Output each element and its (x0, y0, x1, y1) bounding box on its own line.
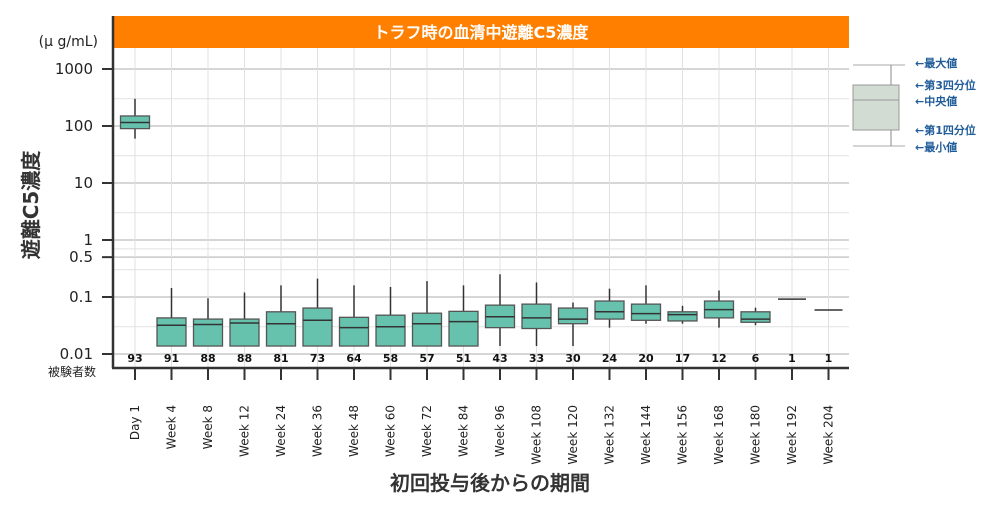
box-week-96 (484, 274, 516, 347)
box-week-84 (448, 285, 479, 347)
subject-count: 20 (638, 352, 654, 365)
subject-count: 30 (565, 352, 581, 365)
subject-count: 64 (346, 352, 362, 365)
x-tick-label: Week 36 (311, 405, 325, 457)
subject-count: 51 (456, 352, 471, 365)
x-tick-label: Week 192 (785, 405, 799, 465)
subject-count: 1 (788, 352, 796, 365)
x-ticks: Day 1 Week 4 Week 8 Week 12 Week 24 Week 36 We… (128, 368, 836, 465)
x-tick-label: Week 132 (603, 405, 617, 465)
y-unit-label: (μ g/mL) (39, 34, 98, 50)
legend-label: ←中央値 (915, 94, 957, 108)
iqr-box (521, 303, 552, 330)
x-tick-label: Week 204 (822, 405, 836, 465)
x-tick-label: Week 96 (493, 405, 507, 457)
y-tick-label: 0.1 (69, 288, 93, 306)
subject-count: 88 (237, 352, 252, 365)
subject-count: 12 (711, 352, 726, 365)
x-tick-label: Week 108 (530, 405, 544, 465)
legend: ←最大値 ←第3四分位 ←中央値 ←第1四分位 ←最小値 (852, 56, 976, 154)
subject-count: 58 (383, 352, 398, 365)
subject-count: 91 (164, 352, 179, 365)
box-week-120 (557, 302, 589, 347)
boxes-group (119, 98, 843, 347)
x-tick-label: Week 60 (384, 405, 398, 457)
subject-count: 17 (675, 352, 690, 365)
iqr-box (594, 300, 625, 320)
legend-label: ←最大値 (915, 56, 957, 70)
subject-count: 6 (752, 352, 760, 365)
iqr-box (156, 317, 187, 347)
iqr-box (338, 316, 370, 347)
box-week-48 (338, 285, 370, 347)
subjects-label: 被験者数 (48, 364, 96, 379)
y-tick-label: 1000 (55, 60, 93, 78)
box-week-72 (411, 281, 443, 347)
subject-count: 33 (529, 352, 544, 365)
box-week-24 (265, 285, 297, 347)
x-tick-label: Week 12 (238, 405, 252, 457)
box-week-8 (192, 298, 224, 347)
box-week-168 (703, 290, 735, 328)
iqr-box (192, 318, 224, 347)
legend-label: ←最小値 (915, 140, 957, 154)
y-ticks: 1000 100 10 10.5 0.1 0.01 (55, 60, 113, 363)
box-week-132 (594, 288, 625, 328)
x-tick-label: Week 84 (457, 405, 471, 457)
iqr-box (265, 311, 297, 347)
iqr-box (630, 303, 662, 321)
subject-counts: 93 91 88 88 81 73 64 58 57 51 43 33 30 24 20 17 12 6 1 1 (127, 352, 832, 365)
x-tick-label: Week 156 (676, 405, 690, 465)
subject-count: 93 (127, 352, 142, 365)
grid-lines (114, 48, 849, 368)
box-week-156 (667, 305, 698, 324)
legend-label: ←第3四分位 (915, 78, 976, 92)
subject-count: 57 (419, 352, 434, 365)
legend-box (852, 84, 900, 131)
x-tick-label: Week 24 (274, 405, 288, 457)
x-tick-label: Week 8 (201, 405, 215, 449)
iqr-box (302, 307, 333, 347)
x-tick-label: Week 48 (347, 405, 361, 457)
iqr-box (448, 310, 479, 347)
iqr-box (667, 311, 698, 322)
box-week-12 (229, 292, 260, 347)
iqr-box (375, 314, 406, 347)
box-week-108 (521, 282, 552, 347)
y-tick-label: 1 (83, 231, 93, 249)
subject-count: 43 (492, 352, 507, 365)
x-tick-label: Day 1 (128, 405, 142, 440)
y-tick-label: 0.5 (69, 248, 93, 266)
iqr-box (740, 311, 771, 323)
x-tick-label: Week 180 (749, 405, 763, 465)
x-tick-label: Week 72 (420, 405, 434, 457)
x-axis-title: 初回投与後からの期間 (390, 471, 590, 495)
y-tick-label: 10 (74, 174, 93, 192)
y-tick-label: 0.01 (60, 345, 93, 363)
subject-count: 24 (602, 352, 618, 365)
subject-count: 88 (200, 352, 215, 365)
y-tick-label: 100 (64, 117, 93, 135)
box-week-180 (740, 307, 771, 326)
x-tick-label: Week 4 (165, 405, 179, 449)
box-day-1 (119, 98, 151, 139)
y-axis-title: 遊離C5濃度 (19, 150, 43, 260)
subject-count: 81 (273, 352, 288, 365)
iqr-box (411, 312, 443, 347)
box-week-36 (302, 278, 333, 347)
subject-count: 73 (310, 352, 325, 365)
title-bar (114, 16, 849, 48)
iqr-box (557, 307, 589, 325)
legend-label: ←第1四分位 (915, 123, 976, 137)
box-week-4 (156, 287, 187, 347)
box-week-144 (630, 285, 662, 324)
x-tick-label: Week 168 (712, 405, 726, 465)
x-tick-label: Week 120 (566, 405, 580, 465)
subject-count: 1 (825, 352, 833, 365)
x-tick-label: Week 144 (639, 405, 653, 465)
box-week-60 (375, 286, 406, 347)
chart-title: トラフ時の血清中遊離C5濃度 (374, 23, 590, 42)
